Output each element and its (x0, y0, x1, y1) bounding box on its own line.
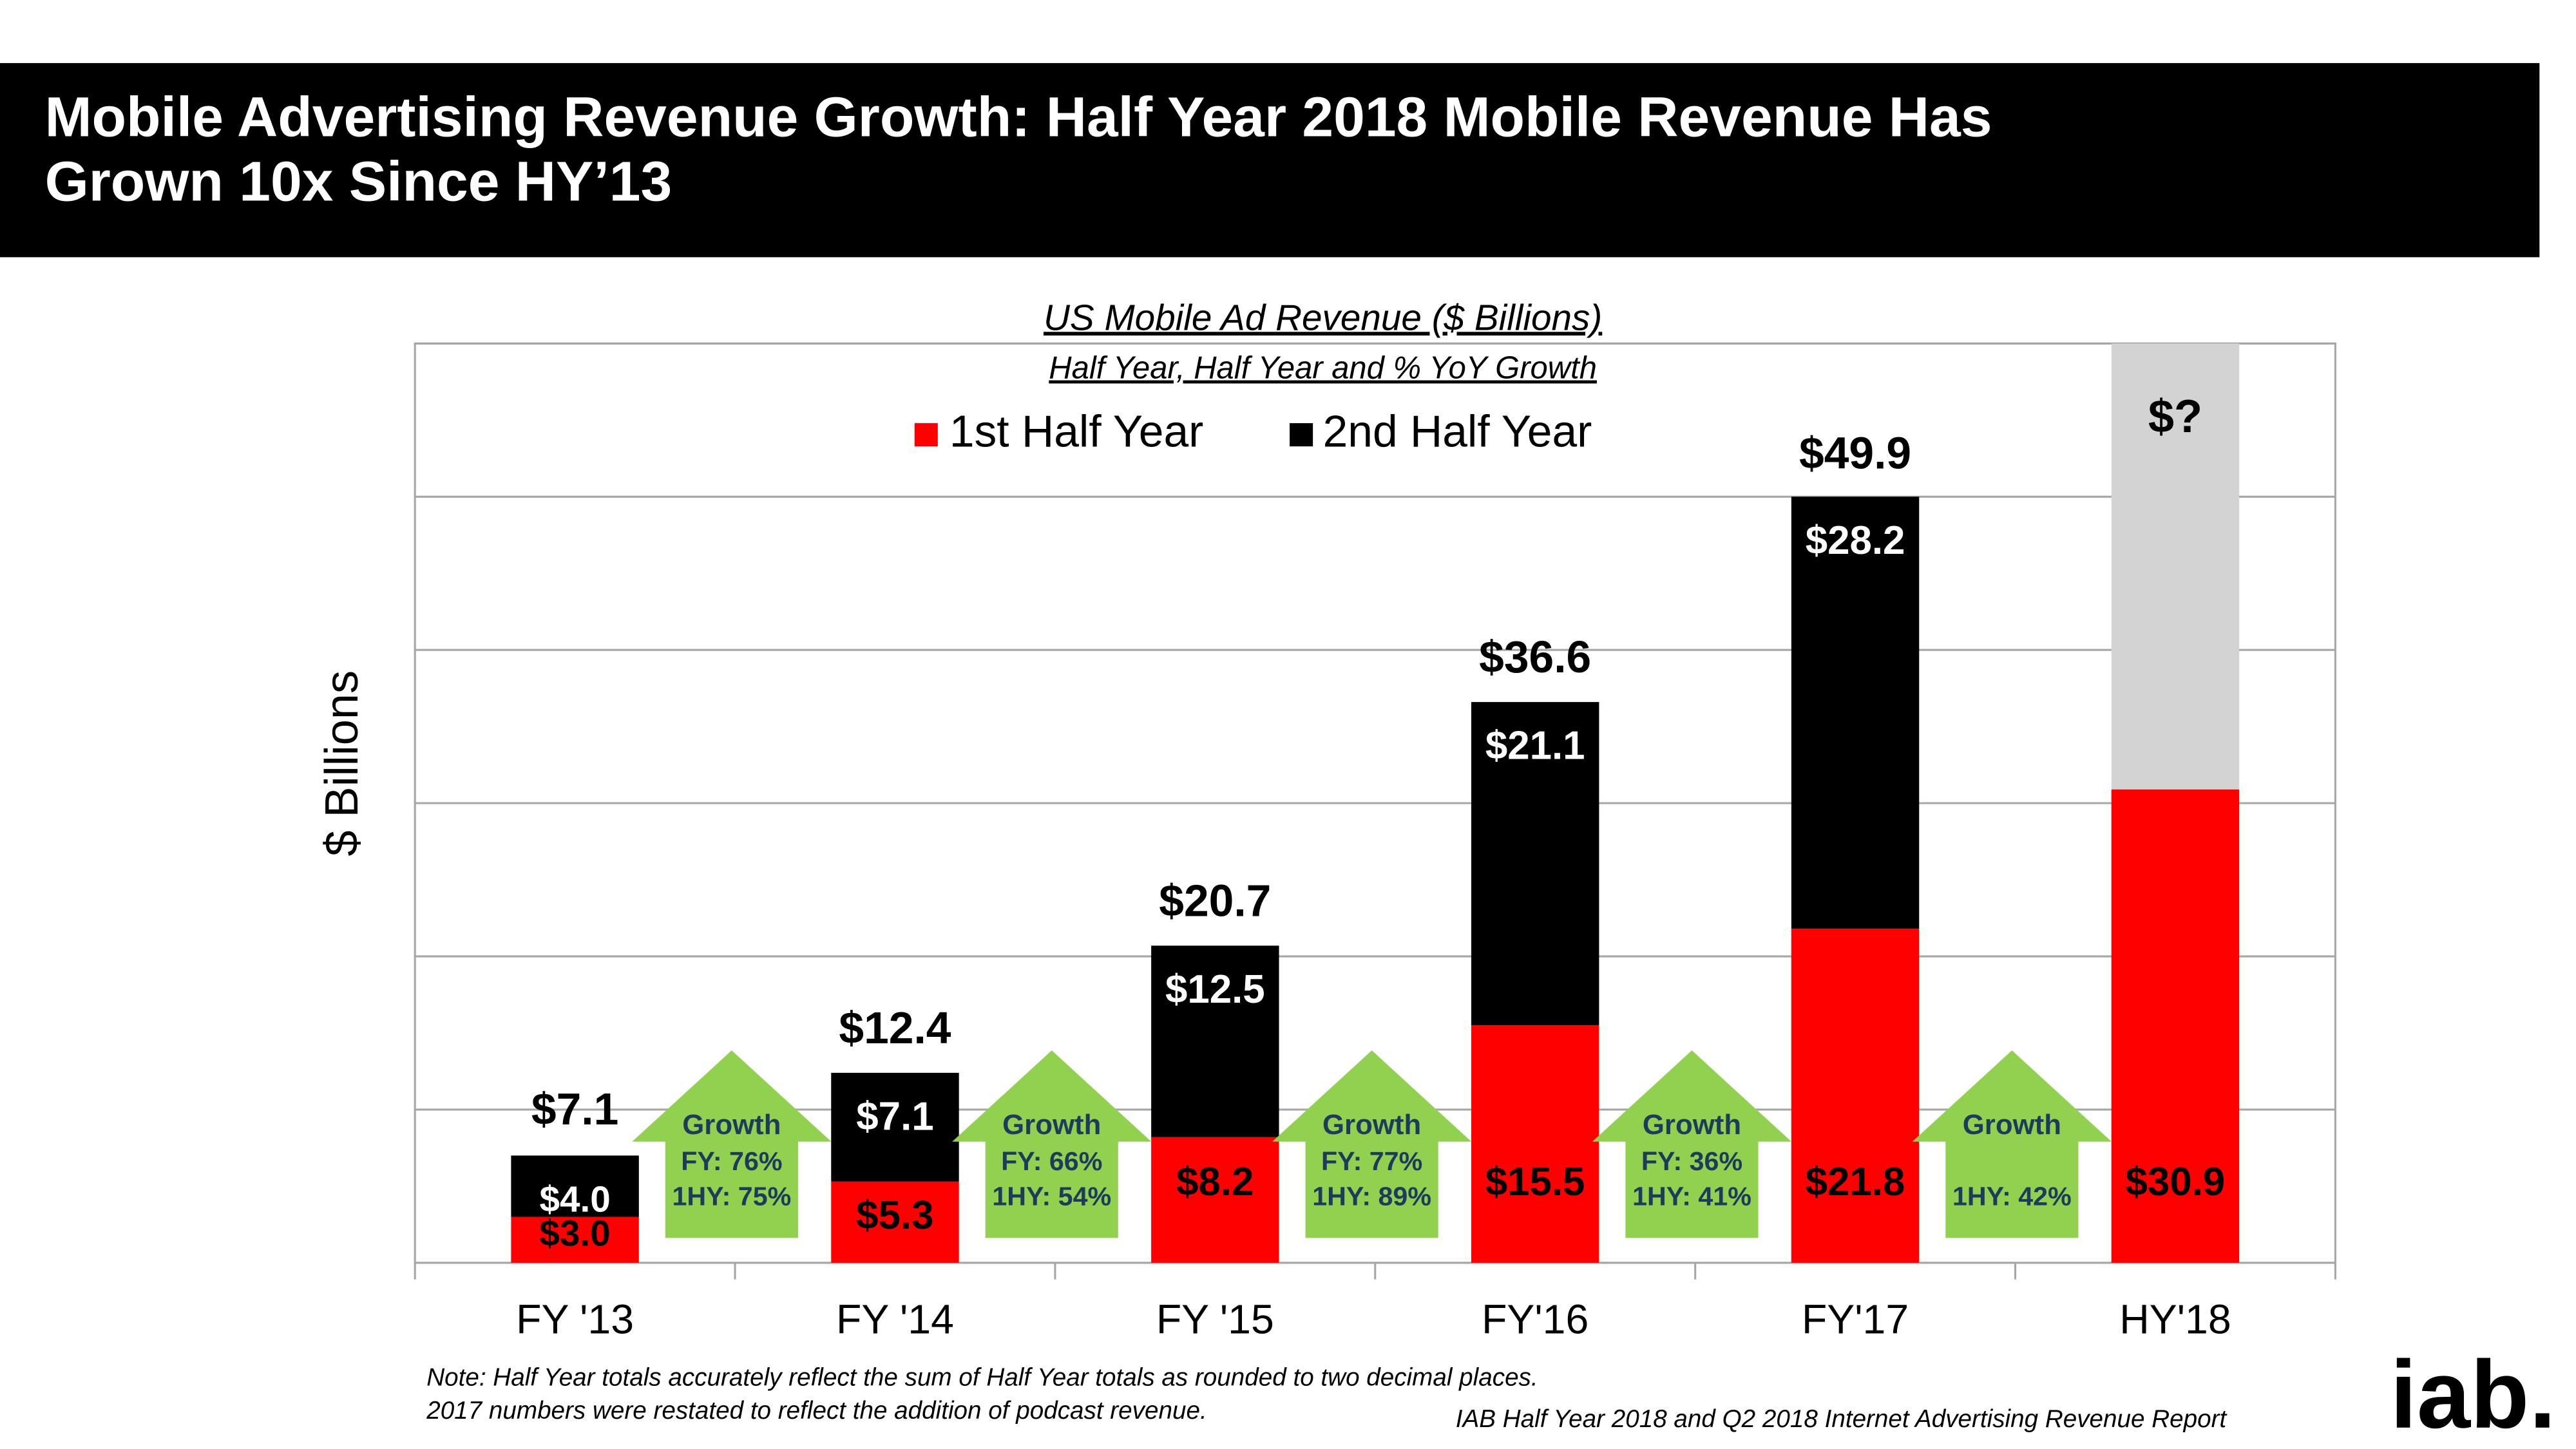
chart-subtitle: Half Year, Half Year and % YoY Growth (1049, 351, 1597, 386)
value-label: $7.1 (856, 1094, 933, 1139)
growth-hy: 1HY: 89% (1312, 1181, 1431, 1211)
bar-segment (1151, 945, 1279, 1137)
bar-segment (831, 1181, 959, 1263)
bar-segment (511, 1155, 639, 1217)
value-label: $21.1 (1485, 724, 1585, 768)
header-bar (0, 62, 2540, 258)
value-label: $12.5 (1165, 967, 1265, 1012)
bar-segment (2111, 789, 2240, 1263)
growth-title: Growth (1002, 1109, 1101, 1141)
total-label: $49.9 (1799, 428, 1911, 478)
value-label: $5.3 (856, 1193, 933, 1238)
growth-hy: 1HY: 42% (1952, 1181, 2072, 1211)
growth-fy: FY: 76% (681, 1146, 782, 1176)
source: IAB Half Year 2018 and Q2 2018 Internet … (1456, 1405, 2228, 1433)
bar-segment (1471, 702, 1599, 1026)
total-label: $12.4 (839, 1003, 951, 1053)
growth-fy: FY: 77% (1321, 1146, 1422, 1176)
growth-hy: 1HY: 75% (672, 1181, 791, 1211)
value-label: $4.0 (539, 1179, 610, 1220)
growth-title: Growth (1643, 1109, 1741, 1141)
growth-fy: FY: 66% (1001, 1146, 1102, 1176)
note: 2017 numbers were restated to reflect th… (426, 1397, 1207, 1425)
header-title: Grown 10x Since HY’13 (45, 150, 673, 213)
bar-segment (1791, 497, 1920, 929)
legend-label: 1st Half Year (949, 406, 1203, 456)
x-tick-label: FY '14 (836, 1296, 954, 1343)
growth-fy: FY: 36% (1641, 1146, 1742, 1176)
growth-arrow (1272, 1050, 1472, 1238)
total-label: $20.7 (1159, 875, 1271, 925)
growth-arrow (1592, 1050, 1792, 1238)
legend-label: 2nd Half Year (1323, 406, 1592, 456)
chart-title: US Mobile Ad Revenue ($ Billions) (1044, 298, 1602, 338)
x-tick-label: FY '15 (1156, 1296, 1274, 1343)
legend-swatch (914, 423, 938, 447)
note: Note: Half Year totals accurately reflec… (426, 1363, 1538, 1391)
growth-arrow (1912, 1050, 2112, 1238)
y-axis-label: $ Billions (316, 670, 368, 857)
value-label: $15.5 (1485, 1160, 1585, 1204)
value-label: $28.2 (1806, 518, 1905, 563)
x-tick-label: HY'18 (2119, 1296, 2231, 1343)
growth-hy: 1HY: 41% (1632, 1181, 1751, 1211)
total-label: $36.6 (1479, 632, 1591, 682)
x-tick-label: FY'16 (1482, 1296, 1589, 1343)
total-label: $7.1 (531, 1084, 618, 1134)
x-tick-label: FY'17 (1802, 1296, 1909, 1343)
bar-segment (1471, 1025, 1599, 1263)
logo: iab. (2390, 1341, 2555, 1448)
total-label: $? (2148, 391, 2202, 442)
header-title: Mobile Advertising Revenue Growth: Half … (45, 85, 1992, 148)
growth-arrow (632, 1050, 832, 1238)
bar-segment (1151, 1137, 1279, 1263)
growth-title: Growth (682, 1109, 781, 1141)
bar-segment (831, 1072, 959, 1182)
growth-arrow (952, 1050, 1152, 1238)
growth-title: Growth (1963, 1109, 2061, 1141)
value-label: $3.0 (539, 1214, 610, 1255)
value-label: $21.8 (1806, 1160, 1905, 1204)
growth-title: Growth (1322, 1109, 1421, 1141)
value-label: $30.9 (2126, 1160, 2226, 1204)
bar-segment (511, 1217, 639, 1263)
bar-segment (1791, 929, 1920, 1263)
legend-swatch (1290, 423, 1313, 447)
x-tick-label: FY '13 (516, 1296, 634, 1343)
growth-hy: 1HY: 54% (992, 1181, 1111, 1211)
pending-segment (2111, 343, 2240, 790)
value-label: $8.2 (1176, 1160, 1254, 1204)
